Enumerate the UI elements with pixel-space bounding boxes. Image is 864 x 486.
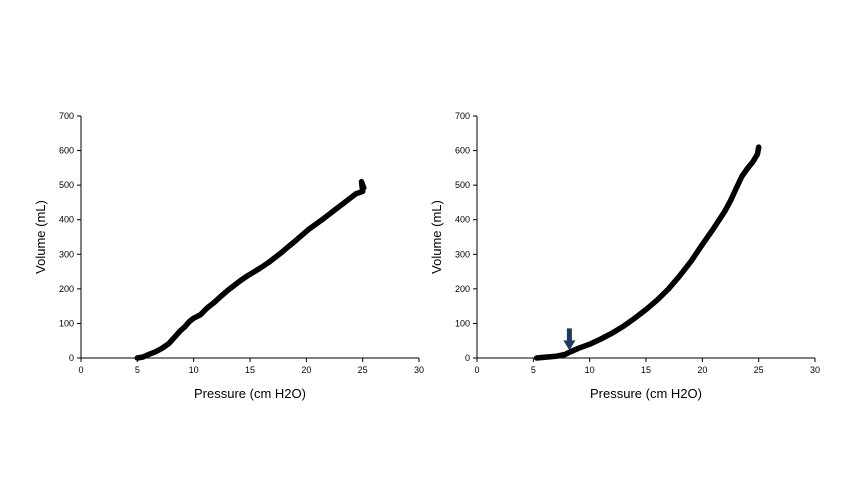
data-series-line — [533, 144, 762, 361]
y-tick-label: 600 — [455, 146, 470, 156]
y-tick-label: 0 — [465, 353, 470, 363]
y-tick-label: 500 — [455, 180, 470, 190]
y-tick-label: 300 — [455, 249, 470, 259]
x-tick-label: 25 — [358, 365, 368, 375]
data-series-line — [134, 178, 367, 361]
chart-left: 0 100 200 300 400 500 600 700 0 5 10 15 20 25 30 Pressu… — [33, 111, 424, 401]
x-tick-label: 25 — [754, 365, 764, 375]
y-tick-label: 300 — [59, 249, 74, 259]
x-tick-label: 10 — [189, 365, 199, 375]
x-tick-label: 10 — [585, 365, 595, 375]
y-tick-label: 400 — [59, 215, 74, 225]
x-tick-label: 30 — [810, 365, 820, 375]
x-tick-label: 5 — [531, 365, 536, 375]
y-tick-label: 700 — [455, 111, 470, 121]
x-tick-label: 30 — [414, 365, 424, 375]
y-tick-label: 400 — [455, 215, 470, 225]
y-tick-label: 700 — [59, 111, 74, 121]
x-axis-title: Pressure (cm H2O) — [590, 386, 702, 401]
x-tick-label: 20 — [697, 365, 707, 375]
arrow-down-icon — [563, 328, 576, 351]
x-tick-label: 15 — [245, 365, 255, 375]
x-tick-label: 0 — [78, 365, 83, 375]
x-axis-title: Pressure (cm H2O) — [194, 386, 306, 401]
y-tick-label: 200 — [455, 284, 470, 294]
x-tick-label: 15 — [641, 365, 651, 375]
y-axis-title: Volume (mL) — [33, 200, 48, 274]
y-tick-label: 600 — [59, 146, 74, 156]
y-axis-title: Volume (mL) — [429, 200, 444, 274]
y-tick-label: 0 — [69, 353, 74, 363]
chart-right: 0 100 200 300 400 500 600 700 0 5 10 15 20 25 30 Pressu… — [429, 111, 820, 401]
x-tick-label: 20 — [301, 365, 311, 375]
x-tick-label: 0 — [474, 365, 479, 375]
y-tick-label: 500 — [59, 180, 74, 190]
x-tick-label: 5 — [135, 365, 140, 375]
y-tick-label: 200 — [59, 284, 74, 294]
y-tick-label: 100 — [59, 318, 74, 328]
y-tick-label: 100 — [455, 318, 470, 328]
